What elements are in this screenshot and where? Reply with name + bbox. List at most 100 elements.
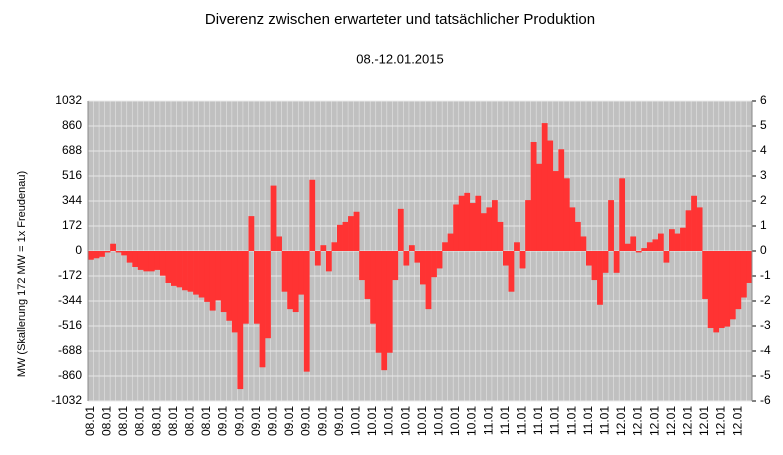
bar [386, 251, 393, 353]
bar [685, 210, 692, 251]
bar [381, 251, 388, 371]
bar [220, 251, 227, 313]
bar [691, 195, 697, 251]
bar [574, 221, 581, 251]
bar [425, 251, 432, 310]
bar [619, 178, 626, 251]
bar [403, 251, 410, 266]
bar [669, 229, 675, 251]
bar [718, 251, 725, 329]
x-tick-label: 08.01 [133, 406, 147, 436]
x-tick-label: 11.01 [564, 406, 578, 435]
bar [707, 251, 714, 329]
bar [231, 251, 238, 333]
x-tick-label: 11.01 [598, 406, 612, 435]
y2-tick-label: -2 [760, 293, 771, 307]
x-tick-label: 12.01 [664, 406, 678, 436]
chart-title: Diverenz zwischen erwarteter und tatsäch… [205, 11, 595, 28]
bar [226, 251, 233, 321]
bar [320, 245, 327, 251]
y-tick-label: -688 [58, 343, 82, 357]
bar [132, 251, 139, 267]
bar [204, 251, 211, 302]
y2-tick-label: -6 [760, 393, 771, 407]
bar [254, 251, 260, 324]
bar [508, 251, 515, 292]
bar [331, 242, 338, 251]
x-tick-label: 11.01 [515, 406, 529, 435]
y2-tick-label: 1 [760, 218, 767, 232]
bar [613, 251, 620, 273]
x-tick-label: 10.01 [398, 406, 412, 436]
bar [608, 200, 614, 251]
bar [298, 251, 305, 295]
bar [353, 211, 360, 251]
bar [558, 149, 565, 251]
bar [198, 251, 205, 298]
y2-tick-label: -4 [760, 343, 771, 357]
x-tick-label: 10.01 [349, 406, 363, 436]
bar [408, 245, 415, 251]
bar [99, 251, 105, 257]
y2-tick-label: 3 [760, 168, 767, 182]
y-tick-label: -860 [58, 368, 82, 382]
y-tick-label: 1032 [55, 93, 82, 107]
bar [187, 251, 194, 292]
x-tick-label: 09.01 [266, 406, 280, 436]
bar [110, 243, 116, 251]
x-tick-label: 10.01 [365, 406, 379, 436]
bar [663, 251, 670, 263]
bar [325, 251, 332, 272]
y2-tick-label: -1 [760, 268, 771, 282]
bar [126, 251, 133, 263]
x-tick-label: 12.01 [647, 406, 661, 436]
y2-tick-label: -3 [760, 318, 771, 332]
bar [503, 251, 509, 266]
x-tick-label: 12.01 [730, 406, 744, 436]
x-tick-label: 09.01 [216, 406, 230, 436]
bar [530, 141, 537, 251]
bar [182, 251, 188, 291]
chart-subtitle: 08.-12.01.2015 [356, 51, 443, 66]
bar [309, 179, 316, 251]
bar [746, 251, 753, 283]
bar [696, 207, 703, 251]
x-tick-label: 09.01 [332, 406, 346, 436]
x-tick-label: 12.01 [614, 406, 628, 436]
bar [436, 251, 443, 269]
bar [580, 236, 587, 251]
y-tick-label: -1032 [51, 393, 82, 407]
x-tick-label: 11.01 [548, 406, 562, 435]
bar [104, 251, 111, 253]
bar [276, 236, 282, 251]
x-tick-label: 10.01 [448, 406, 462, 436]
x-tick-label: 08.01 [100, 406, 114, 436]
bar [148, 251, 155, 272]
bar [541, 123, 548, 251]
x-tick-label: 12.01 [697, 406, 711, 436]
y-tick-label: 0 [75, 243, 82, 257]
bar [447, 233, 454, 251]
bar [159, 251, 166, 276]
bar [215, 251, 222, 301]
bar [602, 251, 609, 273]
bar [519, 251, 526, 269]
bar [303, 251, 310, 372]
bar [348, 216, 354, 251]
y-axis-label: MW (Skallerung 172 MW = 1x Freudenau) [16, 171, 28, 377]
x-tick-label: 09.01 [282, 406, 296, 436]
bar [630, 236, 637, 251]
x-tick-label: 08.01 [83, 406, 97, 436]
bar [702, 251, 709, 299]
bar [281, 251, 288, 292]
bar [475, 195, 482, 251]
bar [464, 192, 471, 251]
y2-tick-label: 0 [760, 243, 767, 257]
x-tick-label: 11.01 [531, 406, 545, 435]
bar [359, 251, 365, 281]
bar [265, 251, 271, 339]
x-tick-label: 12.01 [631, 406, 645, 436]
y-tick-label: 344 [62, 193, 82, 207]
bar [453, 204, 460, 251]
